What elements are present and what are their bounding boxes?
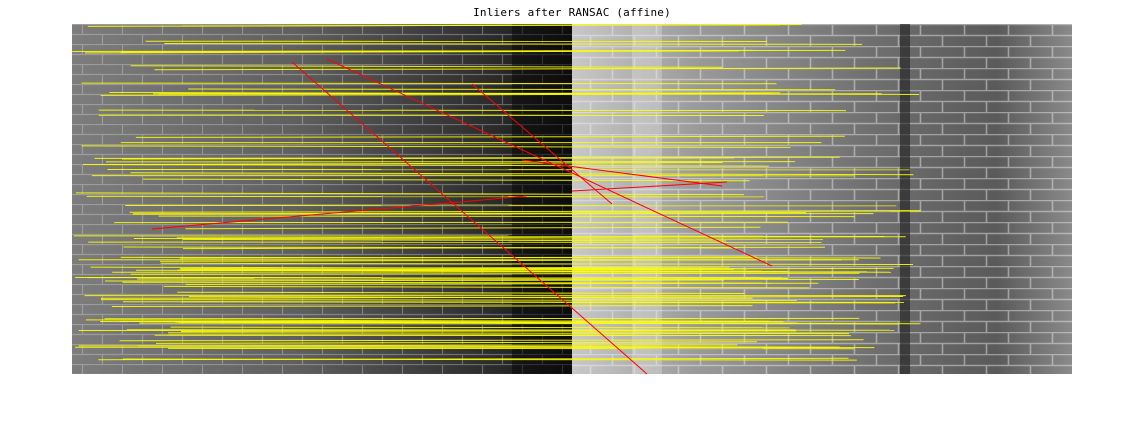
inlier-match-line xyxy=(122,281,772,284)
inlier-match-line xyxy=(84,50,740,54)
inlier-match-line xyxy=(185,226,761,230)
inlier-match-line xyxy=(175,321,921,325)
inlier-match-line xyxy=(81,145,791,148)
figure-title: Inliers after RANSAC (affine) xyxy=(473,6,671,19)
inlier-match-line xyxy=(130,272,860,275)
right-image-brick-texture xyxy=(572,24,1072,374)
inlier-match-line xyxy=(135,135,845,138)
inlier-match-line xyxy=(122,358,857,361)
inlier-match-line xyxy=(180,267,894,271)
inlier-match-line xyxy=(90,266,748,270)
left-image-doorway-shadow xyxy=(512,24,572,374)
inlier-match-line xyxy=(160,262,914,265)
inlier-match-line xyxy=(94,156,840,159)
inlier-match-line xyxy=(163,285,810,289)
inlier-match-line xyxy=(100,93,882,96)
inlier-match-line xyxy=(100,299,797,301)
inlier-match-line xyxy=(75,192,745,196)
inlier-match-line xyxy=(100,296,904,299)
inlier-match-line xyxy=(155,341,758,344)
right-image-wall-corner xyxy=(900,24,910,374)
image-axes xyxy=(72,24,1072,374)
inlier-match-line xyxy=(130,172,914,176)
outlier-match-lines xyxy=(151,58,773,374)
inlier-match-line xyxy=(122,301,896,304)
inlier-match-line xyxy=(119,339,864,342)
inlier-match-line xyxy=(158,215,856,218)
inlier-match-line xyxy=(105,279,725,282)
inlier-match-line xyxy=(177,291,745,294)
inlier-match-line xyxy=(154,67,901,71)
inlier-match-line xyxy=(78,344,738,347)
inlier-match-line xyxy=(130,65,723,68)
inlier-match-line xyxy=(123,246,738,249)
inlier-match-line xyxy=(87,24,802,27)
inlier-match-line xyxy=(120,256,881,259)
inlier-match-line xyxy=(176,236,906,239)
inlier-match-line xyxy=(182,238,727,242)
outlier-match-line xyxy=(151,195,528,230)
inlier-match-line xyxy=(143,178,750,182)
outlier-match-line xyxy=(471,83,613,205)
inlier-match-lines xyxy=(72,24,921,361)
inlier-match-line xyxy=(111,305,753,307)
inlier-match-line xyxy=(132,213,874,215)
inlier-match-line xyxy=(164,43,863,45)
outlier-match-line xyxy=(521,159,723,187)
inlier-match-line xyxy=(85,319,784,323)
inlier-match-line xyxy=(82,164,769,167)
inlier-match-line xyxy=(126,329,895,331)
inlier-match-line xyxy=(188,88,836,91)
inlier-match-line xyxy=(170,326,790,329)
inlier-match-line xyxy=(129,210,921,213)
inlier-match-line xyxy=(81,82,777,85)
inlier-match-line xyxy=(87,277,789,279)
inlier-match-line xyxy=(109,162,723,165)
outlier-match-line xyxy=(326,58,773,267)
inlier-match-line xyxy=(159,259,842,262)
inlier-match-line xyxy=(167,332,850,335)
stitched-image-pair xyxy=(72,24,1072,374)
inlier-match-line xyxy=(133,238,824,240)
right-image-pillar-highlight xyxy=(632,24,662,374)
inlier-match-line xyxy=(180,330,797,332)
inlier-match-line xyxy=(185,282,819,285)
inlier-match-line xyxy=(139,322,793,325)
outlier-match-line xyxy=(291,61,648,374)
inlier-match-line xyxy=(178,269,892,273)
inlier-match-line xyxy=(137,278,859,280)
outlier-match-line xyxy=(571,181,728,192)
inlier-match-line xyxy=(98,109,847,112)
